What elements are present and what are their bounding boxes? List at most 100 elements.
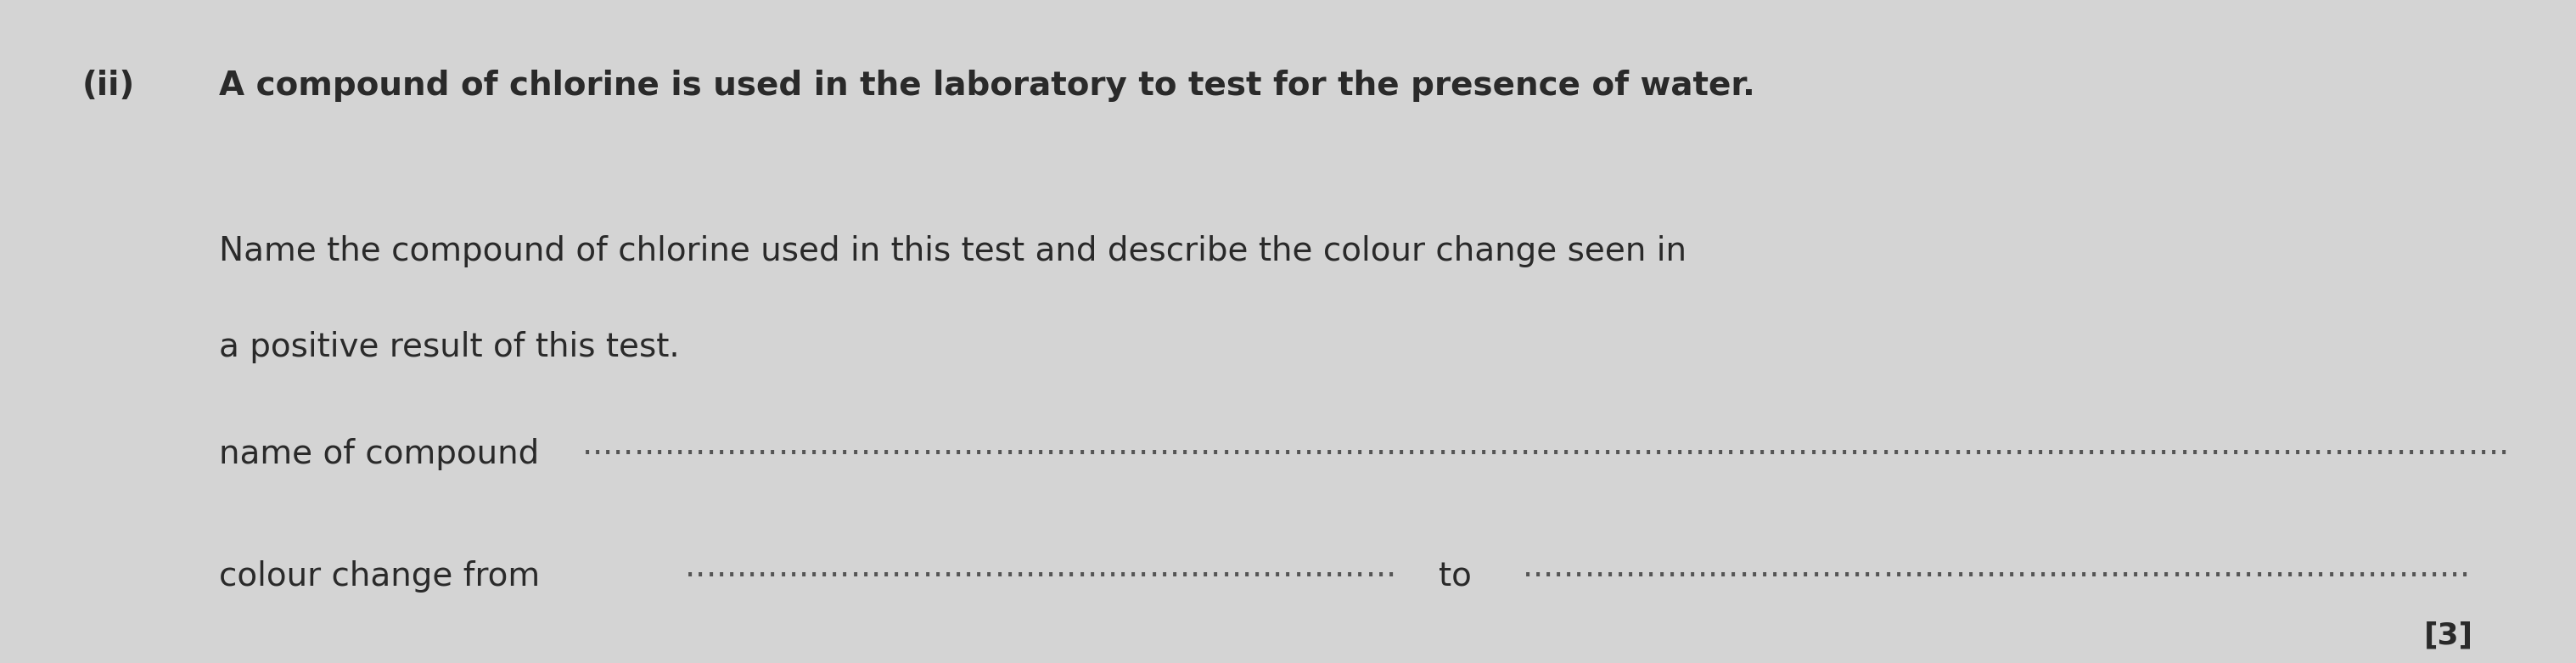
Text: .: . (1221, 552, 1231, 583)
Text: .: . (1687, 552, 1698, 583)
Text: .: . (2313, 429, 2324, 461)
Text: .: . (1708, 552, 1718, 583)
Text: .: . (1448, 429, 1458, 461)
Text: .: . (778, 552, 788, 583)
Text: .: . (1615, 552, 1625, 583)
Text: .: . (974, 429, 984, 461)
Text: .: . (2107, 429, 2117, 461)
Text: .: . (737, 552, 747, 583)
Text: .: . (2231, 429, 2241, 461)
Text: .: . (2151, 552, 2161, 583)
Text: .: . (2251, 429, 2262, 461)
Text: .: . (1553, 552, 1564, 583)
Text: .: . (1468, 429, 1479, 461)
Text: .: . (1211, 552, 1221, 583)
Text: .: . (809, 429, 819, 461)
Text: .: . (1386, 552, 1396, 583)
Text: .: . (665, 429, 675, 461)
Text: .: . (1811, 552, 1821, 583)
Text: .: . (1139, 429, 1149, 461)
Text: .: . (1716, 429, 1726, 461)
Text: a positive result of this test.: a positive result of this test. (219, 332, 680, 364)
Text: .: . (1551, 429, 1561, 461)
Text: .: . (860, 552, 871, 583)
Text: .: . (1314, 429, 1324, 461)
Text: .: . (1036, 552, 1046, 583)
Text: .: . (768, 429, 778, 461)
Text: .: . (1533, 552, 1543, 583)
Text: .: . (1190, 552, 1200, 583)
Text: .: . (1200, 552, 1211, 583)
Text: .: . (675, 429, 685, 461)
Text: .: . (2460, 552, 2470, 583)
Text: .: . (2210, 429, 2221, 461)
Text: .: . (1334, 429, 1345, 461)
Text: .: . (1345, 429, 1355, 461)
Text: .: . (1984, 429, 1994, 461)
Text: .: . (840, 552, 850, 583)
Text: .: . (2344, 429, 2354, 461)
Text: .: . (1623, 429, 1633, 461)
Text: .: . (1893, 552, 1904, 583)
Text: .: . (1911, 429, 1922, 461)
Text: .: . (1798, 429, 1808, 461)
Text: .: . (2213, 552, 2223, 583)
Text: .: . (891, 552, 902, 583)
Text: .: . (829, 552, 840, 583)
Text: .: . (819, 552, 829, 583)
Text: .: . (1159, 552, 1170, 583)
Text: .: . (2488, 429, 2499, 461)
Text: .: . (1149, 552, 1159, 583)
Text: .: . (1994, 429, 2004, 461)
Text: .: . (1180, 429, 1190, 461)
Text: name of compound: name of compound (219, 438, 538, 470)
Text: .: . (1242, 429, 1252, 461)
Text: .: . (2148, 429, 2159, 461)
Text: .: . (2110, 552, 2120, 583)
Text: .: . (1963, 429, 1973, 461)
Text: .: . (984, 552, 994, 583)
Text: .: . (1056, 429, 1066, 461)
Text: .: . (1097, 552, 1108, 583)
Text: .: . (1345, 552, 1355, 583)
Text: .: . (1646, 552, 1656, 583)
Text: .: . (2419, 552, 2429, 583)
Text: .: . (1996, 552, 2007, 583)
Text: .: . (1695, 429, 1705, 461)
Text: .: . (1015, 429, 1025, 461)
Text: .: . (1118, 429, 1128, 461)
Text: .: . (2141, 552, 2151, 583)
Text: .: . (994, 429, 1005, 461)
Text: .: . (1283, 429, 1293, 461)
Text: .: . (2221, 429, 2231, 461)
Text: .: . (2334, 429, 2344, 461)
Text: .: . (2138, 429, 2148, 461)
Text: .: . (2223, 552, 2233, 583)
Text: .: . (1128, 429, 1139, 461)
Text: .: . (1273, 552, 1283, 583)
Text: .: . (1842, 552, 1852, 583)
Text: .: . (1046, 552, 1056, 583)
Text: .: . (2388, 552, 2398, 583)
Text: .: . (2007, 552, 2017, 583)
Text: .: . (1066, 429, 1077, 461)
Text: .: . (1417, 429, 1427, 461)
Text: .: . (1293, 429, 1303, 461)
Text: .: . (1674, 429, 1685, 461)
Text: .: . (2285, 552, 2295, 583)
Text: .: . (1046, 429, 1056, 461)
Text: .: . (1283, 552, 1293, 583)
Text: .: . (2439, 552, 2450, 583)
Text: .: . (1880, 429, 1891, 461)
Text: .: . (1574, 552, 1584, 583)
Text: .: . (1324, 429, 1334, 461)
Text: .: . (1625, 552, 1636, 583)
Text: .: . (2056, 429, 2066, 461)
Text: .: . (2450, 552, 2460, 583)
Text: .: . (1819, 429, 1829, 461)
Text: .: . (1056, 552, 1066, 583)
Text: .: . (902, 552, 912, 583)
Text: .: . (2427, 429, 2437, 461)
Text: .: . (953, 429, 963, 461)
Text: .: . (1293, 552, 1303, 583)
